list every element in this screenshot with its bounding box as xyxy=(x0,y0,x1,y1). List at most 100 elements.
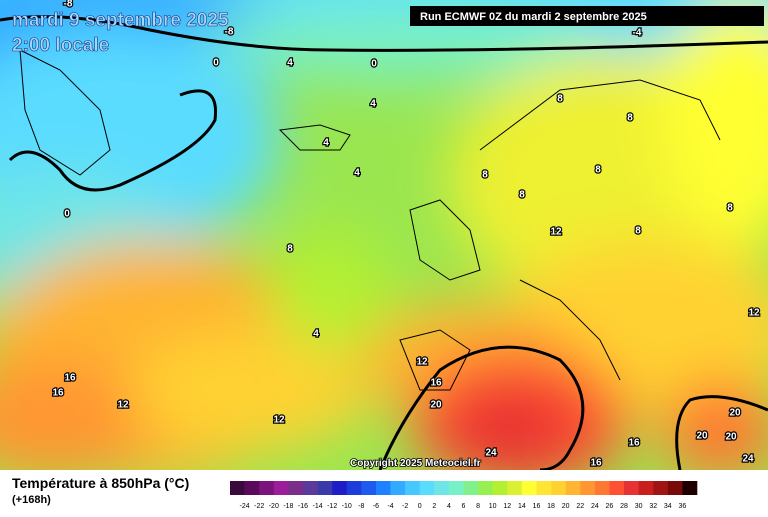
scale-label: 22 xyxy=(576,503,584,510)
scale-swatch xyxy=(478,481,493,495)
scale-label: 12 xyxy=(503,503,511,510)
scale-swatch xyxy=(463,481,479,495)
contour-label: 4 xyxy=(313,329,319,340)
scale-label: 30 xyxy=(635,503,643,510)
map-date: mardi 9 septembre 2025 xyxy=(12,10,229,31)
scale-label: 10 xyxy=(489,503,497,510)
scale-label: -24 xyxy=(240,503,250,510)
scale-swatch xyxy=(259,481,275,495)
scale-label: 2 xyxy=(432,503,436,510)
scale-label: 16 xyxy=(533,503,541,510)
legend-title: Température à 850hPa (°C) xyxy=(12,475,189,491)
scale-swatch xyxy=(609,481,625,495)
scale-label: -18 xyxy=(283,503,293,510)
contour-label: -4 xyxy=(633,28,642,39)
scale-swatch xyxy=(317,481,333,495)
scale-swatch xyxy=(273,481,289,495)
scale-swatch xyxy=(448,481,464,495)
scale-swatch xyxy=(565,481,581,495)
scale-label: -10 xyxy=(342,503,352,510)
scale-label: 28 xyxy=(620,503,628,510)
scale-label: 6 xyxy=(462,503,466,510)
copyright: Copyright 2025 Meteociel.fr xyxy=(350,458,481,469)
contour-label: 8 xyxy=(635,226,641,237)
scale-label: -20 xyxy=(269,503,279,510)
scale-swatch xyxy=(492,481,508,495)
scale-swatch xyxy=(390,481,406,495)
scale-swatch xyxy=(230,481,245,495)
contour-label: 8 xyxy=(482,170,488,181)
scale-label: -6 xyxy=(373,503,379,510)
contour-label: 12 xyxy=(416,357,428,368)
scale-swatch xyxy=(580,481,596,495)
contour-label: -8 xyxy=(225,27,234,38)
scale-swatch xyxy=(624,481,639,495)
contour-label: 12 xyxy=(117,400,129,411)
scale-swatch xyxy=(346,481,362,495)
scale-swatch xyxy=(536,481,552,495)
scale-swatch xyxy=(507,481,523,495)
scale-label: -16 xyxy=(298,503,308,510)
scale-label: -4 xyxy=(387,503,393,510)
map xyxy=(0,0,768,470)
contour-label: 8 xyxy=(557,94,563,105)
contour-label: 12 xyxy=(748,308,760,319)
scale-label: -12 xyxy=(327,503,337,510)
contour-label: 0 xyxy=(64,209,70,220)
contour-label: 20 xyxy=(430,400,442,411)
scale-label: 18 xyxy=(547,503,555,510)
scale-label: 36 xyxy=(679,503,687,510)
legend-lead: (+168h) xyxy=(12,494,51,506)
scale-swatch xyxy=(551,481,566,495)
scale-label: 14 xyxy=(518,503,526,510)
contour-label: 16 xyxy=(628,438,640,449)
scale-swatch xyxy=(405,481,421,495)
map-time: 2:00 locale xyxy=(12,35,109,56)
scale-swatch xyxy=(594,481,610,495)
scale-label: -22 xyxy=(254,503,264,510)
contour-label: 16 xyxy=(52,388,64,399)
scale-swatch xyxy=(638,481,654,495)
contour-label: 24 xyxy=(485,448,497,459)
contour-label: 16 xyxy=(64,373,76,384)
scale-swatch xyxy=(288,481,304,495)
scale-label: 8 xyxy=(476,503,480,510)
scale-swatch xyxy=(521,481,537,495)
contour-label: 4 xyxy=(354,168,360,179)
scale-swatch xyxy=(653,481,669,495)
contour-label: 4 xyxy=(370,99,376,110)
scale-swatch xyxy=(375,481,391,495)
contours xyxy=(0,15,768,470)
contour-label: 8 xyxy=(595,165,601,176)
scale-label: -2 xyxy=(402,503,408,510)
scale-label: 26 xyxy=(606,503,614,510)
scale-swatch xyxy=(682,481,698,495)
contour-label: 8 xyxy=(287,244,293,255)
contour-label: 0 xyxy=(213,58,219,69)
contour-label: 8 xyxy=(727,203,733,214)
contour-label: 12 xyxy=(273,415,285,426)
color-scale: -24 -22 -20 -18 -16 -14 -12 -10 -8 -6 -4 -2 0 2 4 6 8 10 1… xyxy=(230,481,698,510)
run-box xyxy=(410,6,764,26)
contour-label: 16 xyxy=(430,378,442,389)
contour-label: 20 xyxy=(696,431,708,442)
scale-label: 0 xyxy=(418,503,422,510)
contour-label: 8 xyxy=(627,113,633,124)
contour-label: 0 xyxy=(371,59,377,70)
scale-swatch xyxy=(361,481,377,495)
contour-label: 8 xyxy=(519,190,525,201)
contour-label: 12 xyxy=(550,227,562,238)
contour-label: 20 xyxy=(729,408,741,419)
contour-label: 20 xyxy=(725,432,737,443)
contour-label: 4 xyxy=(323,138,329,149)
contour-label: -8 xyxy=(64,0,73,10)
scale-label: 20 xyxy=(562,503,570,510)
scale-swatch xyxy=(244,481,260,495)
run-info: Run ECMWF 0Z du mardi 2 septembre 2025 xyxy=(420,11,647,23)
scale-swatch xyxy=(419,481,435,495)
scale-label: 32 xyxy=(649,503,657,510)
contour-label: 24 xyxy=(742,454,754,465)
scale-label: 24 xyxy=(591,503,599,510)
